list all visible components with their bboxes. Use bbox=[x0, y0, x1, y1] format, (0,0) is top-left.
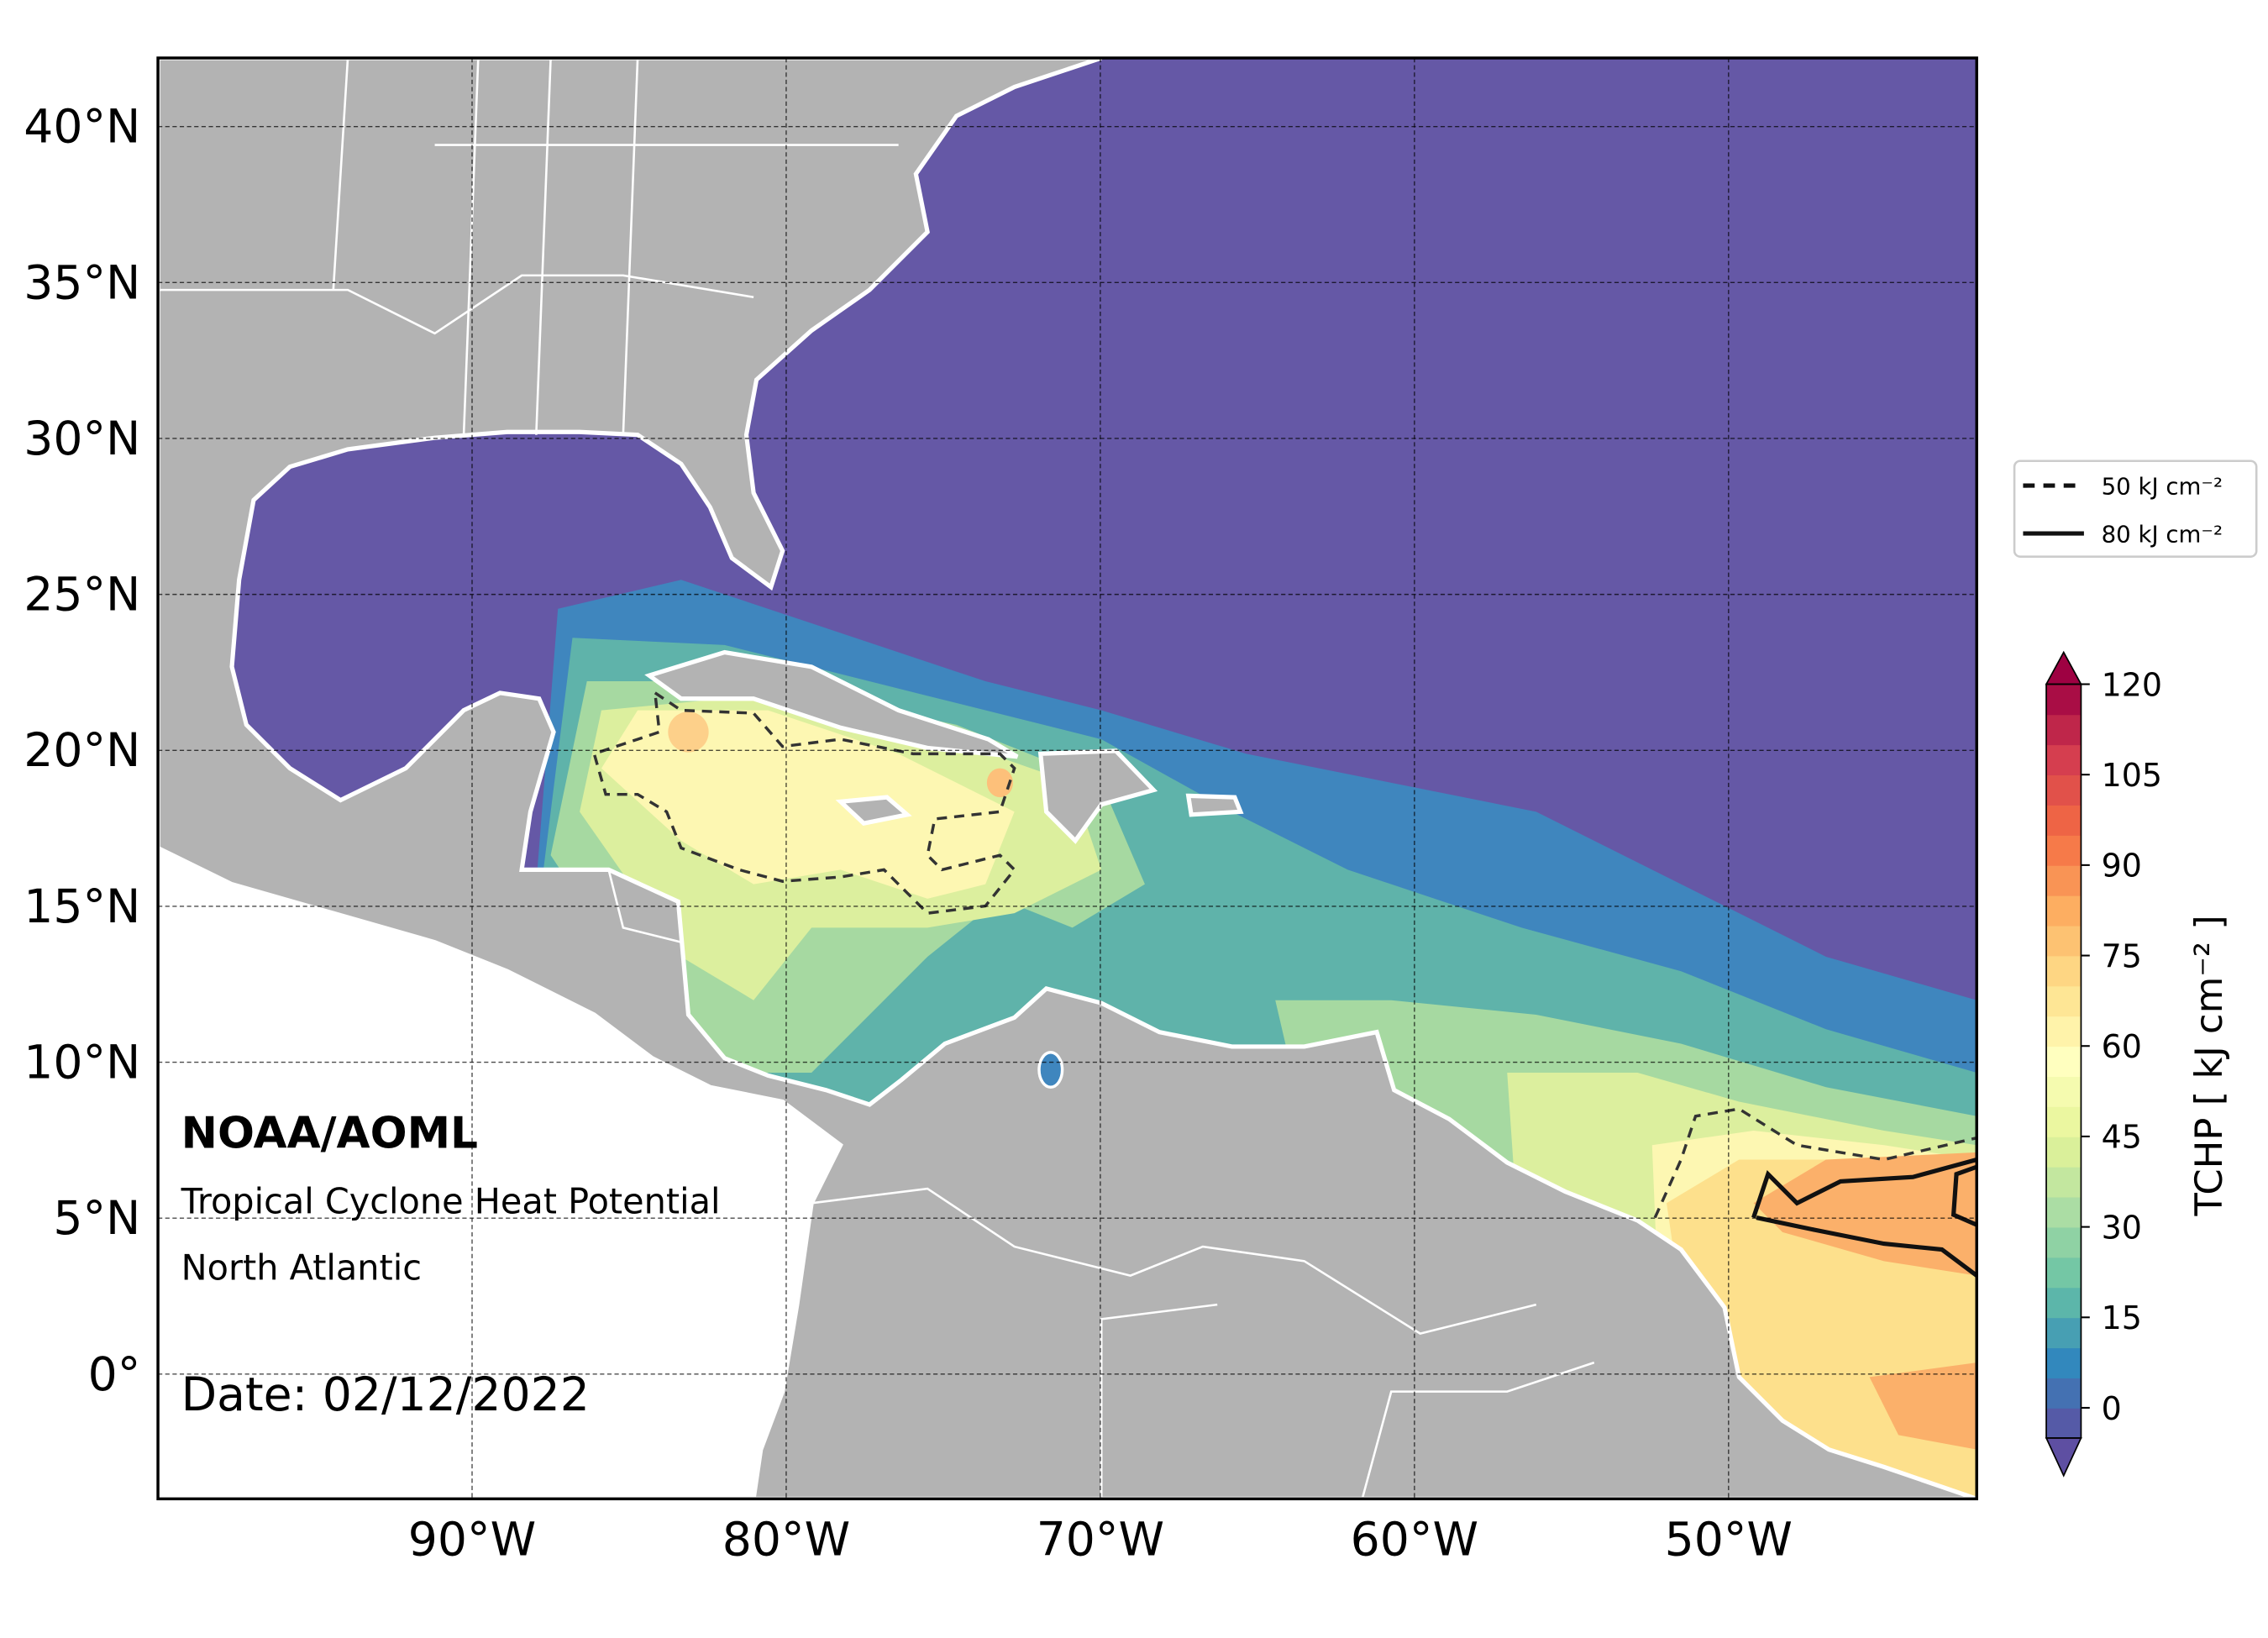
colorbar-tick-label: 60 bbox=[2102, 1028, 2142, 1065]
field-spot bbox=[986, 768, 1013, 798]
land bbox=[158, 58, 1977, 1499]
colorbar-band bbox=[2046, 895, 2082, 927]
colorbar-band bbox=[2046, 1317, 2082, 1349]
y-tick-label: 15°N bbox=[24, 880, 140, 934]
colorbar-band bbox=[2046, 1016, 2082, 1047]
colorbar-band bbox=[2046, 1226, 2082, 1258]
colorbar-tick-label: 15 bbox=[2102, 1299, 2142, 1336]
colorbar-band bbox=[2046, 1378, 2082, 1409]
island bbox=[835, 795, 912, 826]
field-spot bbox=[668, 711, 709, 753]
legend: 50 kJ cm⁻² 80 kJ cm⁻² bbox=[2023, 472, 2223, 548]
x-tick-label: 80°W bbox=[722, 1514, 850, 1567]
colorbar-band bbox=[2046, 1347, 2082, 1378]
colorbar-band bbox=[2046, 1407, 2082, 1439]
org-label: NOAA/AOML bbox=[181, 1109, 478, 1159]
colorbar-tick-label: 45 bbox=[2102, 1119, 2142, 1156]
y-tick-label: 20°N bbox=[24, 724, 140, 778]
x-tick-label: 50°W bbox=[1665, 1514, 1793, 1567]
colorbar-band bbox=[2046, 834, 2082, 866]
colorbar-band bbox=[2046, 1166, 2082, 1198]
lake bbox=[1037, 1051, 1064, 1089]
colorbar-band bbox=[2046, 1106, 2082, 1137]
colorbar-tick-label: 30 bbox=[2102, 1209, 2142, 1246]
island bbox=[1185, 793, 1244, 817]
colorbar-band bbox=[2046, 1136, 2082, 1168]
y-tick-label: 30°N bbox=[24, 412, 140, 466]
y-tick-label: 5°N bbox=[53, 1192, 140, 1246]
colorbar-tick-label: 0 bbox=[2102, 1390, 2122, 1427]
colorbar-band bbox=[2046, 985, 2082, 1017]
y-tick-label: 25°N bbox=[24, 569, 140, 622]
colorbar-tick-label: 120 bbox=[2102, 666, 2162, 703]
date-label: Date: 02/12/2022 bbox=[181, 1368, 590, 1422]
region-label: North Atlantic bbox=[181, 1248, 422, 1289]
colorbar-band bbox=[2046, 1196, 2082, 1228]
colorbar-band bbox=[2046, 1046, 2082, 1077]
colorbar-band bbox=[2046, 864, 2082, 896]
contour-80 bbox=[1751, 1158, 1977, 1278]
colorbar-band bbox=[2046, 1287, 2082, 1319]
colorbar-band bbox=[2046, 1076, 2082, 1107]
x-tick-label: 90°W bbox=[408, 1514, 536, 1567]
y-tick-label: 10°N bbox=[24, 1037, 140, 1090]
colorbar-extend bbox=[2045, 1436, 2082, 1478]
grid bbox=[158, 58, 1977, 1499]
colorbar-band bbox=[2046, 744, 2082, 776]
island bbox=[644, 649, 1019, 759]
no-data-region bbox=[158, 848, 841, 1499]
colorbar-label: TCHP [ kJ cm⁻² ] bbox=[2187, 915, 2231, 1216]
colorbar-tick-label: 105 bbox=[2102, 757, 2162, 794]
colorbar-band bbox=[2046, 684, 2082, 716]
y-tick-label: 0° bbox=[88, 1348, 141, 1402]
colorbar-frame bbox=[2045, 683, 2082, 1439]
y-tick-label: 35°N bbox=[24, 256, 140, 310]
legend-label: 80 kJ cm⁻² bbox=[2102, 520, 2223, 548]
x-tick-label: 60°W bbox=[1351, 1514, 1478, 1567]
colorbar: 0 15 30 45 60 75 90 105 120 bbox=[2045, 650, 2162, 1478]
colorbar-tick-label: 90 bbox=[2102, 848, 2142, 885]
map-area bbox=[158, 58, 1977, 1499]
colorbar-extend bbox=[2045, 650, 2082, 685]
x-tick-label: 70°W bbox=[1037, 1514, 1164, 1567]
y-tick-label: 40°N bbox=[24, 101, 140, 155]
colorbar-band bbox=[2046, 774, 2082, 806]
product-label: Tropical Cyclone Heat Potential bbox=[181, 1181, 721, 1221]
plot-frame bbox=[156, 56, 1978, 1501]
colorbar-band bbox=[2046, 805, 2082, 836]
borders bbox=[158, 58, 1595, 1499]
colorbar-band bbox=[2046, 1257, 2082, 1289]
colorbar-band bbox=[2046, 955, 2082, 987]
colorbar-band bbox=[2046, 714, 2082, 746]
colorbar-tick-label: 75 bbox=[2102, 937, 2142, 974]
contour-50 bbox=[592, 690, 1016, 915]
colorbar-band bbox=[2046, 925, 2082, 957]
legend-label: 50 kJ cm⁻² bbox=[2102, 472, 2223, 500]
